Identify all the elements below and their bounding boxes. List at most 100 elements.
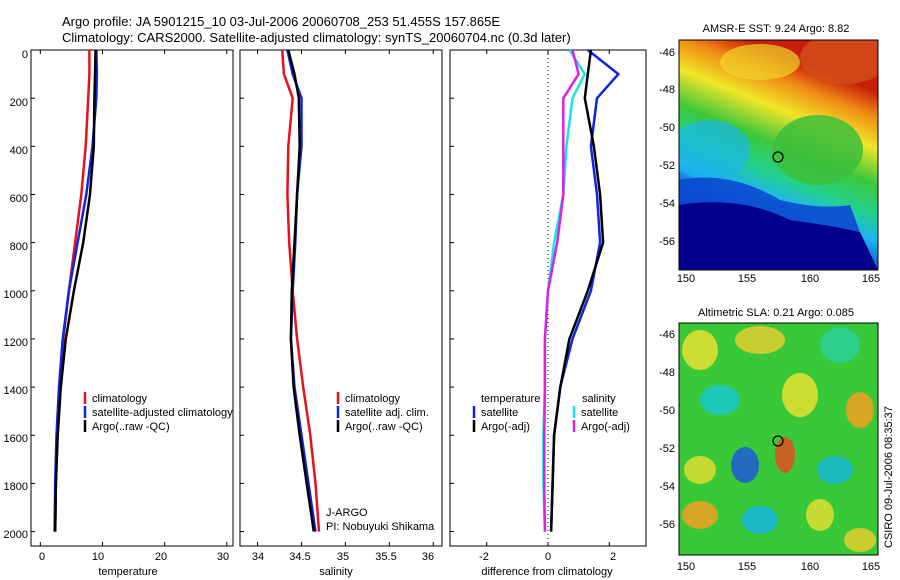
- depth-tick-1000: 1000: [4, 289, 28, 301]
- depth-tick-1800: 1800: [4, 481, 28, 493]
- sla-blob: [684, 456, 716, 484]
- sla-lon-155: 155: [738, 561, 756, 573]
- depth-tick-400: 400: [10, 145, 28, 157]
- salinity-series-argo-raw-qc-: [287, 49, 316, 532]
- sla-anomaly-blobs: [682, 326, 876, 552]
- temp-x-tick-10: 10: [92, 551, 104, 563]
- sst-map-ticks: 150 155 160 165 -46 -48 -50 -52 -54 -56: [659, 47, 880, 285]
- temperature-x-tick-labels: 0 10 20 30: [39, 551, 229, 563]
- credit-pi: PI: Nobuyuki Shikama: [326, 521, 435, 533]
- sst-lat-48: -48: [659, 84, 675, 96]
- sla-blob: [700, 385, 740, 415]
- temp-x-tick-20: 20: [155, 551, 167, 563]
- sal-x-tick-35-5: 35.5: [375, 551, 396, 563]
- temp-x-tick-0: 0: [39, 551, 45, 563]
- sla-map-field: [679, 323, 878, 555]
- sla-blob: [742, 506, 778, 534]
- salinity-series-climatology: [280, 49, 321, 532]
- header-line-2: Climatology: CARS2000. Satellite-adjuste…: [62, 30, 571, 45]
- sla-blob: [775, 437, 795, 473]
- sst-yellow-patch: [720, 44, 800, 80]
- sla-lat-56: -56: [659, 519, 675, 531]
- difference-series-temperature-satellite: [549, 49, 620, 532]
- difference-legend: temperature salinity satellite Argo(-adj…: [472, 393, 630, 433]
- sal-legend-label-satellite: satellite adj. clim.: [345, 407, 429, 419]
- salinity-axis-label: salinity: [319, 566, 353, 578]
- legend-label-argo: Argo(..raw -QC): [92, 421, 170, 433]
- salinity-x-tick-labels: 34 34.5 35 35.5 36: [252, 551, 434, 563]
- sst-map-frame: [678, 39, 879, 271]
- depth-tick-1200: 1200: [4, 337, 28, 349]
- difference-series-temperature-argo-adj-: [549, 49, 605, 532]
- series-layer: [53, 49, 620, 532]
- diff-legend-label-temp-satellite: satellite: [481, 407, 518, 419]
- temperature-axis-label: temperature: [98, 566, 157, 578]
- difference-x-tick-labels: -2 0 2: [479, 551, 616, 563]
- temperature-plot-frame: [30, 49, 234, 547]
- sst-front-band: [679, 177, 860, 232]
- sst-lat-54: -54: [659, 198, 675, 210]
- sla-lon-160: 160: [801, 561, 819, 573]
- sst-green-patch: [773, 115, 863, 185]
- sal-x-tick-36: 36: [422, 551, 434, 563]
- sla-blob: [817, 456, 853, 484]
- salinity-legend: climatology satellite adj. clim. Argo(..…: [336, 392, 429, 433]
- sla-blob: [735, 326, 785, 354]
- salinity-plot-frame: [239, 49, 443, 547]
- sst-lon-150: 150: [677, 273, 695, 285]
- diff-legend-label-sal-argo: Argo(-adj): [581, 421, 630, 433]
- sla-lat-46: -46: [659, 329, 675, 341]
- legend-label-climatology: climatology: [92, 393, 148, 405]
- sla-map-frame: [678, 322, 879, 556]
- temperature-series-argo-raw-qc-: [53, 49, 97, 532]
- diff-x-tick-minus2: -2: [479, 551, 489, 563]
- sla-blob: [844, 528, 876, 552]
- sla-lat-48: -48: [659, 367, 675, 379]
- sst-map-title: AMSR-E SST: 9.24 Argo: 8.82: [703, 23, 850, 35]
- sal-x-tick-34-5: 34.5: [289, 551, 310, 563]
- depth-tick-600: 600: [10, 193, 28, 205]
- sla-argo-marker: [772, 435, 784, 447]
- sla-lat-54: -54: [659, 481, 675, 493]
- sst-lat-50: -50: [659, 122, 675, 134]
- sst-lat-56: -56: [659, 236, 675, 248]
- diff-legend-title-salinity: salinity: [582, 393, 616, 405]
- diff-legend-label-temp-argo: Argo(-adj): [481, 421, 530, 433]
- diff-x-tick-2: 2: [610, 551, 616, 563]
- diff-x-tick-0: 0: [545, 551, 551, 563]
- sal-x-tick-34: 34: [252, 551, 264, 563]
- sla-lon-165: 165: [862, 561, 880, 573]
- depth-tick-1400: 1400: [4, 385, 28, 397]
- temperature-series-climatology: [53, 50, 91, 532]
- depth-tick-800: 800: [10, 241, 28, 253]
- sal-legend-label-climatology: climatology: [345, 393, 401, 405]
- legend-label-satellite: satellite-adjusted climatology: [92, 407, 233, 419]
- sla-map-ticks: 150 155 160 165 -46 -48 -50 -52 -54 -56: [659, 329, 880, 573]
- depth-tick-1600: 1600: [4, 433, 28, 445]
- sla-lat-52: -52: [659, 443, 675, 455]
- sst-lon-160: 160: [801, 273, 819, 285]
- sla-blob: [806, 499, 834, 531]
- sla-blob: [782, 373, 818, 417]
- depth-tick-0: 0: [22, 49, 28, 61]
- sst-cold-water: [679, 202, 878, 270]
- difference-series-salinity-argo-adj-: [543, 49, 580, 532]
- sla-map-title: Altimetric SLA: 0.21 Argo: 0.085: [698, 307, 854, 319]
- sst-lon-165: 165: [862, 273, 880, 285]
- sal-legend-label-argo: Argo(..raw -QC): [345, 421, 423, 433]
- sst-lon-155: 155: [738, 273, 756, 285]
- sla-blob: [820, 327, 860, 363]
- depth-tick-labels: 0 200 400 600 800 1000 1200 1400 1600 18…: [4, 49, 28, 541]
- difference-axis-label: difference from climatology: [481, 566, 613, 578]
- credit-project: J-ARGO: [326, 507, 368, 519]
- temperature-legend: climatology satellite-adjusted climatolo…: [83, 392, 233, 433]
- temperature-series-satellite-adjusted-climatology: [53, 49, 99, 532]
- sla-lat-50: -50: [659, 405, 675, 417]
- sst-lat-52: -52: [659, 160, 675, 172]
- diff-legend-title-temperature: temperature: [481, 393, 540, 405]
- sst-map-field: [679, 40, 878, 270]
- sla-blob: [682, 330, 718, 370]
- sst-argo-marker: [772, 151, 784, 163]
- depth-tick-200: 200: [10, 97, 28, 109]
- sla-blob: [731, 447, 759, 483]
